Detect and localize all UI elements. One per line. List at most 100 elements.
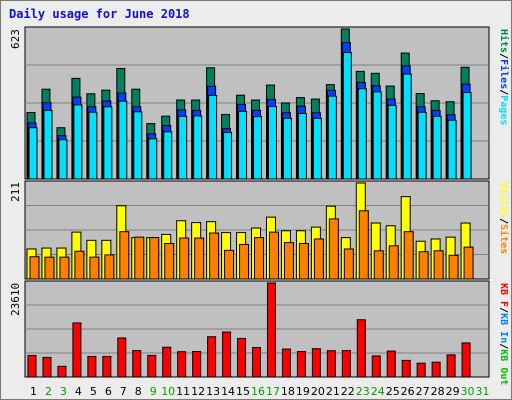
sites-bar (403, 231, 414, 280)
x-tick-label: 11 (176, 385, 190, 398)
x-tick-label: 18 (281, 385, 295, 398)
x-tick-label: 9 (150, 385, 157, 398)
pages-bar (58, 139, 68, 180)
top-panel (24, 26, 490, 180)
sites-bar (373, 250, 384, 280)
sites-bar (268, 231, 279, 280)
x-tick-label: 20 (311, 385, 325, 398)
pages-bar (432, 115, 442, 180)
kbf-bar (102, 355, 112, 378)
pages-bar (43, 109, 53, 180)
sites-bar (254, 237, 265, 280)
pages-bar (402, 73, 412, 180)
kbf-bar (431, 361, 441, 378)
pages-bar (357, 88, 367, 180)
kbf-bar (72, 322, 82, 378)
kbf-bar (252, 346, 262, 378)
pages-bar (253, 116, 263, 180)
x-tick-label: 12 (191, 385, 205, 398)
x-tick-label: 21 (326, 385, 340, 398)
pages-bar (28, 127, 38, 180)
pages-bar (387, 104, 397, 180)
chart-title: Daily usage for June 2018 (9, 7, 190, 21)
mid-panel (24, 180, 490, 280)
x-tick-label: 23 (356, 385, 370, 398)
x-tick-label: 25 (386, 385, 400, 398)
x-tick-label: 14 (221, 385, 235, 398)
x-tick-label: 4 (75, 385, 82, 398)
kbf-bar (42, 356, 52, 378)
kbf-bar (401, 359, 411, 378)
pages-bar (208, 94, 218, 180)
sites-bar (448, 254, 459, 280)
kbf-bar (132, 350, 142, 378)
x-tick-label: 31 (476, 385, 490, 398)
sites-bar (283, 242, 294, 280)
sites-bar (74, 250, 85, 280)
sites-bar (89, 256, 100, 280)
sites-bar (164, 243, 175, 280)
sites-bar (209, 232, 220, 280)
kbf-bar (177, 351, 187, 378)
pages-bar (417, 111, 427, 180)
kbf-bar (416, 362, 426, 378)
sites-bar (44, 256, 55, 280)
x-tick-label: 30 (461, 385, 475, 398)
sites-bar (298, 243, 309, 280)
pages-bar (133, 111, 143, 180)
x-tick-label: 24 (371, 385, 385, 398)
x-axis-labels: 1 2 3 4 5 6 7 8 9 10 11 12 13 14 15 16 17 18 19 20 21 22 23 24 2… (30, 385, 490, 398)
x-tick-label: 19 (296, 385, 310, 398)
pages-bar (312, 117, 322, 180)
pages-bar (178, 115, 188, 180)
sites-bar (29, 256, 40, 280)
x-tick-label: 22 (341, 385, 355, 398)
pages-bar (148, 138, 158, 180)
kbf-bar (371, 355, 381, 378)
kbf-bar (162, 346, 172, 378)
pages-bar (447, 119, 457, 180)
x-tick-label: 1 (30, 385, 37, 398)
sites-bar (119, 231, 130, 280)
kbf-bar (326, 350, 336, 378)
pages-bar (342, 52, 352, 180)
sites-bar (328, 218, 339, 280)
pages-bar (372, 91, 382, 180)
x-tick-label: 28 (431, 385, 445, 398)
kbf-bar (296, 351, 306, 378)
kbf-bar (147, 354, 157, 378)
x-tick-label: 7 (120, 385, 127, 398)
kbf-bar (386, 350, 396, 378)
x-tick-label: 3 (60, 385, 67, 398)
sites-bar (194, 237, 205, 280)
pages-bar (73, 104, 83, 180)
x-tick-label: 27 (416, 385, 430, 398)
pages-bar (88, 111, 98, 180)
pages-bar (238, 110, 248, 180)
sites-bar (59, 256, 70, 280)
sites-bar (134, 236, 145, 280)
sites-bar (149, 237, 160, 280)
sites-bar (343, 248, 354, 280)
kbf-bar (461, 342, 471, 378)
sites-bar (358, 210, 369, 280)
sites-bar (104, 254, 115, 280)
x-tick-label: 16 (251, 385, 265, 398)
kbf-bar (222, 331, 232, 378)
x-tick-label: 6 (105, 385, 112, 398)
x-tick-label: 8 (135, 385, 142, 398)
kbf-bar (87, 355, 97, 378)
x-tick-label: 26 (401, 385, 415, 398)
kbf-bar (27, 354, 37, 378)
x-tick-label: 5 (90, 385, 97, 398)
kbf-bar (57, 365, 67, 378)
bot-panel (24, 280, 490, 378)
kbf-bar (237, 337, 247, 378)
pages-bar (103, 106, 113, 180)
x-tick-label: 13 (206, 385, 220, 398)
kbf-bar (266, 282, 276, 378)
kbf-bar (117, 337, 127, 378)
kbf-bar (207, 336, 217, 378)
